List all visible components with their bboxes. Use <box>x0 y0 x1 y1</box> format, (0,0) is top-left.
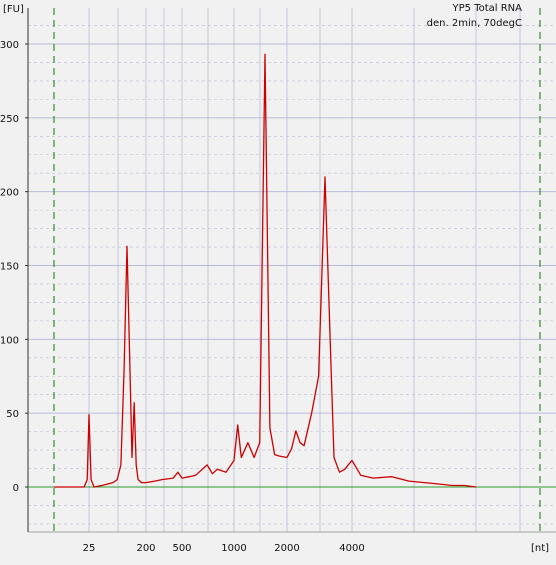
y-tick-label: 50 <box>6 409 19 420</box>
x-tick-label: 200 <box>136 543 155 554</box>
trace-layer <box>54 53 477 488</box>
frame-layer <box>27 8 556 533</box>
x-tick-label: 4000 <box>339 543 364 554</box>
chart-title: YP5 Total RNA <box>452 3 523 14</box>
chart-subtitle: den. 2min, 70degC <box>427 18 522 29</box>
y-tick-label: 300 <box>0 40 19 51</box>
series-trace <box>54 53 477 488</box>
x-tick-label: 500 <box>172 543 191 554</box>
y-tick-label: 0 <box>13 483 19 494</box>
y-tick-label: 150 <box>0 262 19 273</box>
x-tick-label: 1000 <box>221 543 246 554</box>
y-tick-label: 100 <box>0 335 19 346</box>
x-tick-label: 25 <box>83 543 96 554</box>
y-axis-label: [FU] <box>3 4 24 15</box>
x-axis-label: [nt] <box>531 543 549 554</box>
y-tick-label: 200 <box>0 188 19 199</box>
x-tick-label: 2000 <box>274 543 299 554</box>
grid-layer <box>28 8 556 532</box>
y-tick-label: 250 <box>0 114 19 125</box>
tick-layer: 0 50 100 150 200 250 300 25 200 500 1000 2000 4000 <box>0 40 365 554</box>
